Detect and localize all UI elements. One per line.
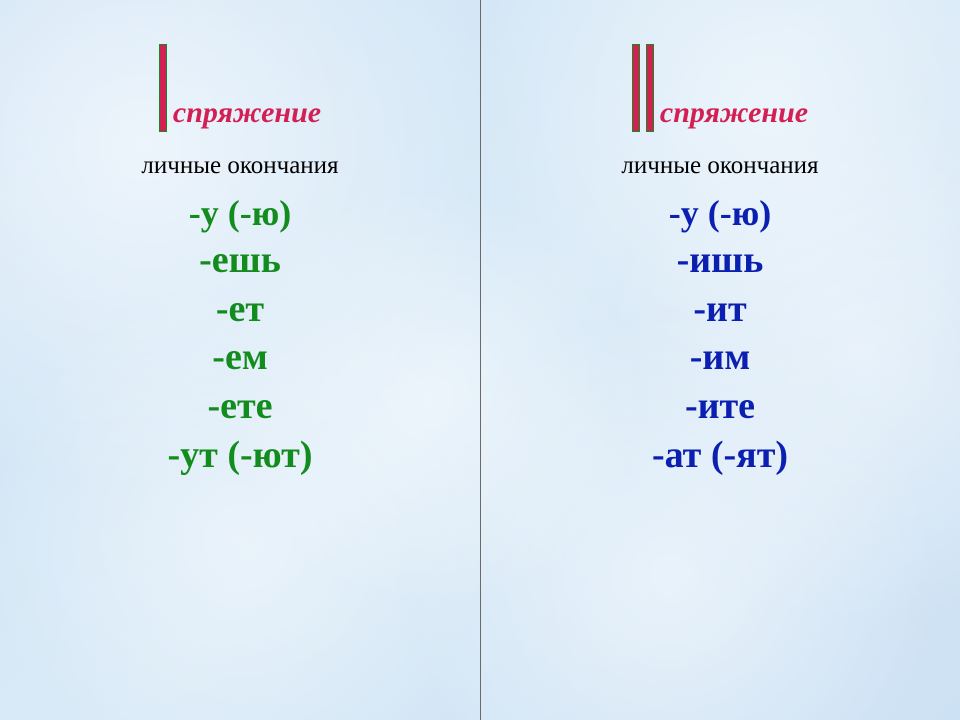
ending-item: -ишь — [677, 236, 764, 285]
ending-item: -им — [690, 333, 750, 382]
tally-marks-2 — [632, 40, 654, 132]
panel-conjugation-1: спряжение личные окончания -у (-ю)-ешь-е… — [0, 0, 480, 720]
ending-item: -у (-ю) — [189, 190, 291, 236]
header-right: спряжение — [632, 40, 808, 132]
ending-item: -у (-ю) — [669, 190, 771, 236]
title-conjugation-2: спряжение — [660, 96, 808, 132]
ending-item: -ет — [216, 285, 264, 334]
tally-bar — [632, 44, 640, 132]
endings-list-1: -у (-ю)-ешь-ет-ем-ете-ут (-ют) — [168, 190, 313, 479]
tally-bar — [646, 44, 654, 132]
header-left: спряжение — [159, 40, 321, 132]
title-conjugation-1: спряжение — [173, 96, 321, 132]
ending-item: -ут (-ют) — [168, 431, 313, 480]
ending-item: -ете — [207, 382, 272, 431]
tally-marks-1 — [159, 40, 167, 132]
tally-bar — [159, 44, 167, 132]
subtitle-left: личные окончания — [141, 152, 338, 180]
ending-item: -ите — [685, 382, 755, 431]
panel-conjugation-2: спряжение личные окончания -у (-ю)-ишь-и… — [480, 0, 960, 720]
endings-list-2: -у (-ю)-ишь-ит-им-ите-ат (-ят) — [652, 190, 788, 479]
ending-item: -ем — [212, 333, 267, 382]
ending-item: -ешь — [199, 236, 281, 285]
ending-item: -ат (-ят) — [652, 431, 788, 480]
subtitle-right: личные окончания — [621, 152, 818, 180]
ending-item: -ит — [693, 285, 746, 334]
